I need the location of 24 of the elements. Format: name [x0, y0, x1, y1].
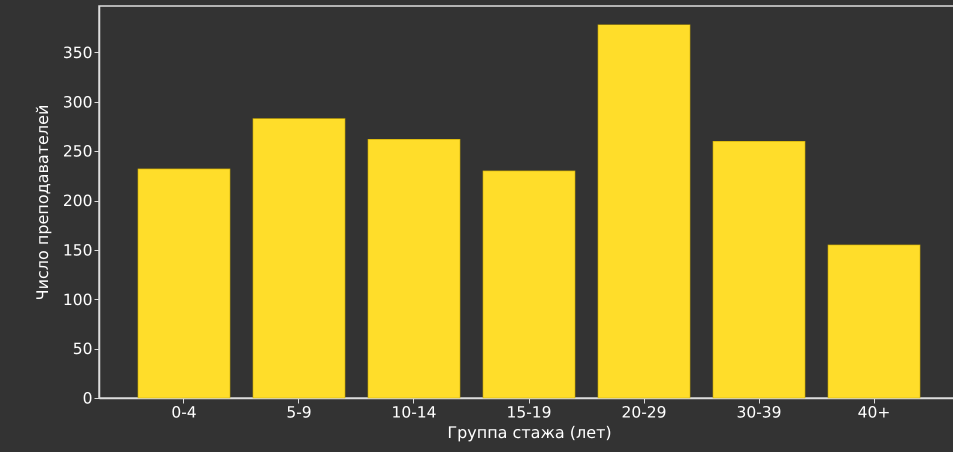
y-tick-label: 300	[62, 93, 92, 112]
y-tick-label: 200	[62, 192, 92, 210]
y-tick-label: 150	[62, 241, 92, 260]
bar	[598, 24, 690, 398]
x-tick-label: 10-14	[391, 404, 437, 422]
x-tick-label: 5-9	[286, 404, 312, 422]
bar	[252, 118, 346, 398]
bar	[482, 170, 576, 398]
y-tick-label: 0	[82, 390, 92, 408]
x-tick-label: 40+	[858, 404, 890, 422]
bar	[828, 244, 920, 398]
y-tick-label: 350	[62, 44, 92, 62]
y-tick-label: 100	[62, 290, 92, 309]
bar	[712, 140, 806, 398]
x-tick-label: 30-39	[736, 404, 782, 422]
bar	[368, 139, 460, 398]
x-tick-label: 0-4	[171, 404, 197, 422]
y-axis-title: Число преподавателей	[32, 104, 52, 300]
bar	[138, 168, 230, 398]
y-tick-label: 250	[62, 142, 92, 161]
x-axis-title: Группа стажа (лет)	[447, 423, 612, 442]
x-tick-label: 20-29	[621, 404, 667, 422]
y-tick-label: 50	[72, 340, 92, 358]
x-tick-label: 15-19	[506, 404, 552, 422]
